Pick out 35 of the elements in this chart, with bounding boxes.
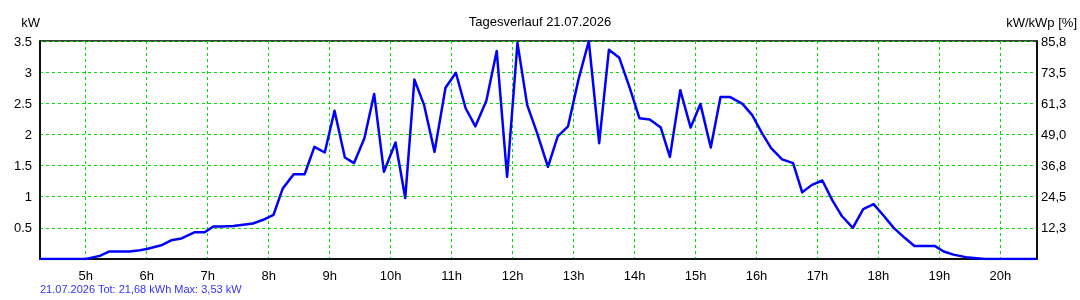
y2-tick-label: 49,0	[1041, 127, 1067, 142]
y-tick-label: 1	[24, 189, 32, 205]
x-tick-label: 6h	[139, 268, 154, 283]
y2-tick-label: 73,5	[1041, 64, 1067, 80]
y-tick-label: 3	[24, 64, 32, 80]
x-tick-label: 14h	[623, 268, 646, 283]
text: 21.07.2026 Tot: 21,68 kWh Max: 3,53 kW	[40, 282, 243, 295]
y2-tick-label: 85,8	[1041, 33, 1067, 49]
x-tick-label: 9h	[322, 268, 337, 283]
x-tick-label: 11h	[441, 268, 462, 283]
y-tick-label: 1.5	[13, 158, 32, 174]
x-tick-label: 16h	[745, 268, 768, 283]
x-tick-label: 15h	[684, 268, 707, 283]
y2-tick-label: 24,5	[1041, 189, 1067, 205]
y-tick-label: 2.5	[13, 95, 32, 111]
y2-tick-label: 36,8	[1041, 158, 1067, 173]
x-tick-label: 20h	[989, 268, 1012, 283]
y2-axis-title: kW/kWp [%]	[1006, 15, 1077, 30]
y-tick-label: 3.5	[13, 33, 32, 49]
x-tick-label: 7h	[200, 268, 215, 283]
x-tick-label: 12h	[501, 268, 524, 283]
x-tick-label: 18h	[867, 268, 890, 283]
x-tick-label: 17h	[806, 268, 829, 283]
chart-title: Tagesverlauf 21.07.2026	[468, 14, 612, 29]
x-tick-label: 13h	[562, 268, 585, 283]
x-tick-label: 8h	[261, 268, 276, 283]
y2-tick-label: 12,3	[1041, 220, 1067, 236]
x-tick-label: 10h	[379, 268, 402, 283]
y-axis-title: kW	[21, 15, 41, 30]
x-tick-label: 19h	[928, 268, 951, 283]
line-series	[38, 39, 1039, 261]
y-tick-label: 2	[24, 126, 32, 142]
x-tick-label: 5h	[78, 268, 93, 283]
y-tick-label: 0.5	[13, 220, 32, 236]
y2-tick-label: 61,3	[1041, 95, 1067, 111]
